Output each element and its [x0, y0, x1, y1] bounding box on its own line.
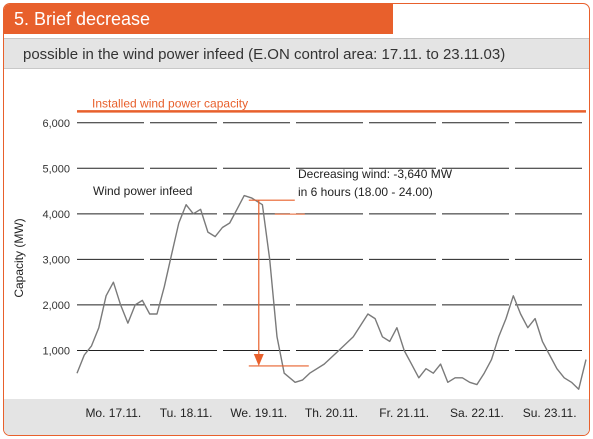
x-tick-label: Tu. 18.11.	[160, 406, 213, 420]
gridlines	[77, 122, 586, 351]
y-tick-label: 6,000	[42, 118, 70, 130]
x-tick-label: Su. 23.11.	[523, 406, 577, 420]
y-tick-label: 3,000	[42, 254, 70, 266]
x-tick-label: Sa. 22.11.	[450, 406, 504, 420]
decrease-annotation: Decreasing wind: -3,640 MW in 6 hours (1…	[248, 167, 453, 367]
x-tick-label: Fr. 21.11.	[379, 406, 429, 420]
y-tick-labels: 1,000 2,000 3,000 4,000 5,000 6,000	[42, 118, 70, 358]
x-axis-band	[4, 399, 589, 435]
y-tick-label: 4,000	[42, 209, 70, 221]
x-tick-label: Th. 20.11.	[305, 406, 358, 420]
y-tick-label: 2,000	[42, 300, 70, 312]
installed-capacity-label: Installed wind power capacity	[92, 96, 248, 110]
series-label-wind-power-infeed: Wind power infeed	[93, 184, 192, 198]
y-axis-label: Capacity (MW)	[12, 218, 26, 297]
y-tick-label: 5,000	[42, 163, 70, 175]
x-tick-label: Mo. 17.11.	[85, 406, 141, 420]
chart-title: 5. Brief decrease	[4, 4, 393, 34]
y-tick-label: 1,000	[42, 345, 70, 357]
x-tick-label: We. 19.11.	[230, 406, 287, 420]
annotation-text-line1: Decreasing wind: -3,640 MW	[298, 167, 453, 181]
chart-card: 5. Brief decrease possible in the wind p…	[3, 3, 590, 436]
series-line-wind-power-infeed	[76, 194, 587, 390]
x-tick-labels: Mo. 17.11. Tu. 18.11. We. 19.11. Th. 20.11.…	[85, 406, 576, 420]
annotation-text-line2: in 6 hours (18.00 - 24.00)	[298, 185, 433, 199]
chart-subtitle: possible in the wind power infeed (E.ON …	[4, 38, 589, 69]
annotation-arrow-head	[253, 353, 264, 366]
